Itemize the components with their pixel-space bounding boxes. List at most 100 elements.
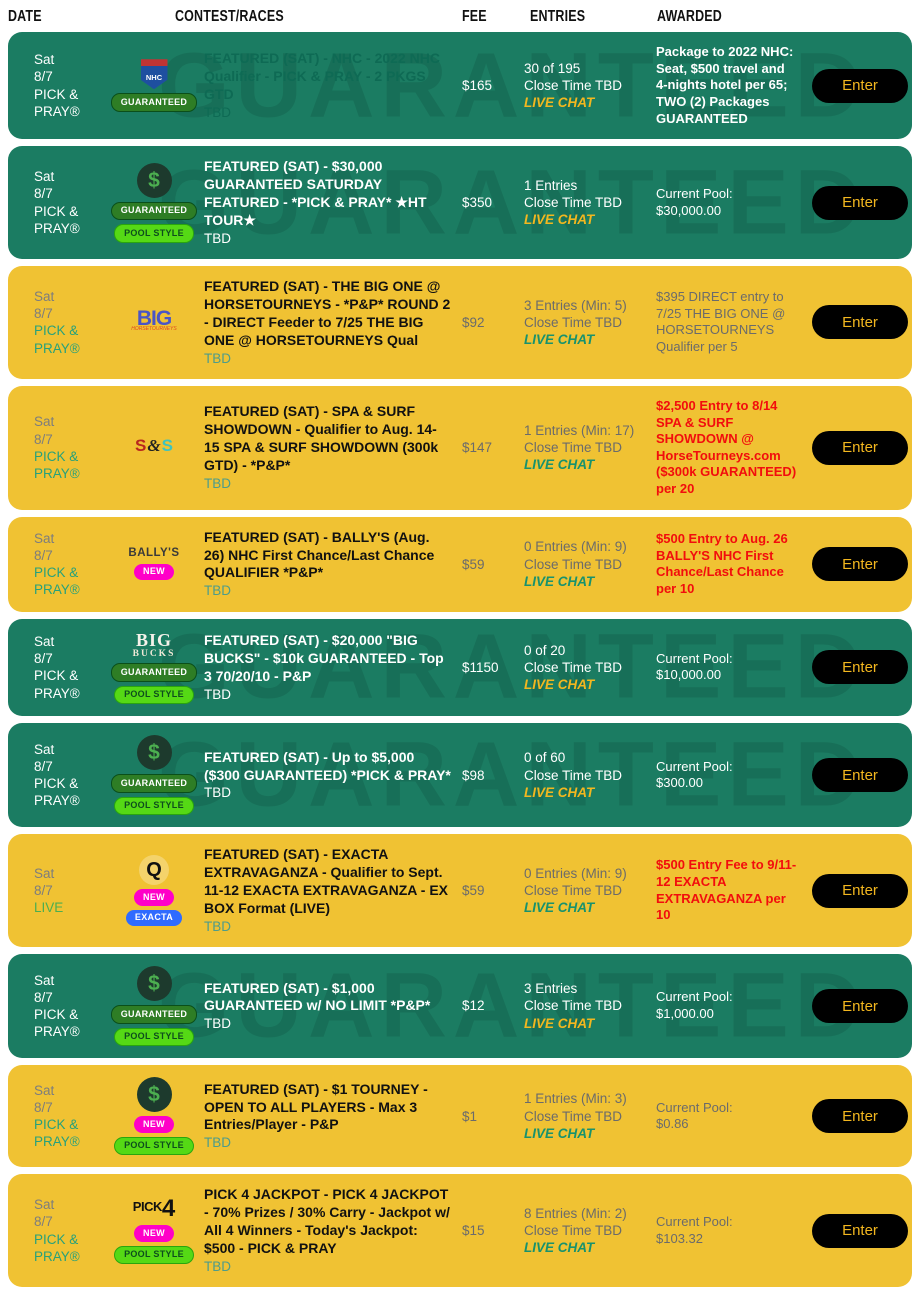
live-chat-link[interactable]: LIVE CHAT bbox=[524, 212, 595, 228]
close-time: Close Time TBD bbox=[524, 767, 623, 783]
date-day: Sat bbox=[34, 414, 55, 430]
entries-count: 1 Entries (Min: 3) bbox=[524, 1091, 627, 1107]
contest-title-link[interactable]: FEATURED (SAT) - BALLY'S (Aug. 26) NHC F… bbox=[204, 528, 435, 581]
contest-races-tbd: TBD bbox=[204, 1016, 231, 1032]
entries-count: 1 Entries bbox=[524, 177, 578, 193]
enter-button[interactable]: Enter bbox=[812, 1099, 908, 1134]
live-chat-link[interactable]: LIVE CHAT bbox=[524, 332, 595, 348]
enter-button[interactable]: Enter bbox=[812, 305, 908, 340]
q-logo-icon: Q bbox=[139, 855, 169, 886]
contest-title-link[interactable]: FEATURED (SAT) - THE BIG ONE @ HORSETOUR… bbox=[204, 278, 451, 348]
enter-button[interactable]: Enter bbox=[812, 873, 908, 908]
badge-new: NEW bbox=[134, 1225, 174, 1242]
entries-cell: 0 Entries (Min: 9) Close Time TBD LIVE C… bbox=[524, 538, 656, 590]
fee-value: $165 bbox=[462, 77, 493, 93]
awarded-text: $395 DIRECT entry to 7/25 THE BIG ONE @ … bbox=[656, 289, 786, 355]
contest-title-link[interactable]: PICK 4 JACKPOT - PICK 4 JACKPOT - 70% Pr… bbox=[204, 1186, 450, 1256]
button-cell: Enter bbox=[808, 758, 912, 793]
icon-cell: $ NEW POOL STYLE bbox=[104, 1077, 204, 1156]
live-chat-link[interactable]: LIVE CHAT bbox=[524, 1125, 595, 1141]
date-cell: Sat 8/7 LIVE bbox=[8, 865, 104, 917]
date-number: 8/7 bbox=[34, 758, 53, 774]
col-header-awarded: AWARDED bbox=[657, 8, 722, 25]
close-time: Close Time TBD bbox=[524, 1222, 623, 1238]
enter-button[interactable]: Enter bbox=[812, 68, 908, 103]
contest-races-tbd: TBD bbox=[204, 104, 231, 120]
live-chat-link[interactable]: LIVE CHAT bbox=[524, 573, 595, 589]
entries-count: 0 of 20 bbox=[524, 642, 566, 658]
entries-cell: 1 Entries (Min: 17) Close Time TBD LIVE … bbox=[524, 422, 656, 474]
date-number: 8/7 bbox=[34, 431, 53, 447]
live-chat-link[interactable]: LIVE CHAT bbox=[524, 1240, 595, 1256]
icon-cell: BIG BUCKS GUARANTEED POOL STYLE bbox=[104, 631, 204, 705]
sns-logo-icon: S & S bbox=[135, 436, 173, 456]
date-type: PICK & PRAY® bbox=[34, 1231, 80, 1264]
contest-title-link[interactable]: FEATURED (SAT) - $20,000 "BIG BUCKS" - $… bbox=[204, 631, 444, 684]
live-chat-link[interactable]: LIVE CHAT bbox=[524, 457, 595, 473]
badge-guaranteed: GUARANTEED bbox=[110, 1005, 198, 1024]
contest-title-link[interactable]: FEATURED (SAT) - Up to $5,000 ($300 GUAR… bbox=[204, 748, 451, 783]
enter-button[interactable]: Enter bbox=[812, 1213, 908, 1248]
awarded-text: Current Pool: $300.00 bbox=[656, 758, 733, 791]
button-cell: Enter bbox=[808, 1099, 912, 1134]
badge-pool-style: POOL STYLE bbox=[114, 685, 194, 705]
live-chat-link[interactable]: LIVE CHAT bbox=[524, 677, 595, 693]
contest-title-link[interactable]: FEATURED (SAT) - $1 TOURNEY - OPEN TO AL… bbox=[204, 1080, 428, 1133]
enter-button[interactable]: Enter bbox=[812, 547, 908, 582]
live-chat-link[interactable]: LIVE CHAT bbox=[524, 1015, 595, 1031]
awarded-text: $2,500 Entry to 8/14 SPA & SURF SHOWDOWN… bbox=[656, 397, 797, 497]
date-type: PICK & PRAY® bbox=[34, 1117, 80, 1150]
icon-cell: $ GUARANTEED POOL STYLE bbox=[104, 735, 204, 816]
button-cell: Enter bbox=[808, 305, 912, 340]
enter-button[interactable]: Enter bbox=[812, 989, 908, 1024]
contest-row: Sat 8/7 PICK & PRAY® PICK 4 NEW POOL STYLE… bbox=[8, 1174, 912, 1288]
badge-stack: GUARANTEED POOL STYLE bbox=[110, 201, 198, 243]
date-cell: Sat 8/7 PICK & PRAY® bbox=[8, 288, 104, 357]
contest-title-link[interactable]: FEATURED (SAT) - $30,000 GUARANTEED SATU… bbox=[204, 158, 427, 228]
enter-button[interactable]: Enter bbox=[812, 185, 908, 220]
title-cell: FEATURED (SAT) - NHC - 2022 NHC Qualifie… bbox=[204, 50, 462, 121]
contest-list: GUARANTEED Sat 8/7 PICK & PRAY® NHC GUAR… bbox=[8, 32, 912, 1288]
date-day: Sat bbox=[34, 972, 55, 988]
button-cell: Enter bbox=[808, 873, 912, 908]
entries-cell: 0 of 20 Close Time TBD LIVE CHAT bbox=[524, 642, 656, 694]
contest-row: GUARANTEED Sat 8/7 PICK & PRAY® $ GUARAN… bbox=[8, 146, 912, 260]
enter-button[interactable]: Enter bbox=[812, 430, 908, 465]
entries-count: 0 Entries (Min: 9) bbox=[524, 865, 627, 881]
button-cell: Enter bbox=[808, 650, 912, 685]
close-time: Close Time TBD bbox=[524, 314, 623, 330]
badge-stack: GUARANTEED POOL STYLE bbox=[110, 1005, 198, 1047]
live-chat-link[interactable]: LIVE CHAT bbox=[524, 784, 595, 800]
date-number: 8/7 bbox=[34, 883, 53, 899]
ballys-logo-icon: BALLY'S bbox=[128, 547, 180, 560]
contest-title-link[interactable]: FEATURED (SAT) - SPA & SURF SHOWDOWN - Q… bbox=[204, 403, 439, 474]
live-chat-link[interactable]: LIVE CHAT bbox=[524, 95, 595, 111]
enter-button[interactable]: Enter bbox=[812, 650, 908, 685]
date-type: PICK & PRAY® bbox=[34, 323, 80, 356]
badge-pool-style: POOL STYLE bbox=[114, 224, 194, 243]
icon-cell: NHC GUARANTEED bbox=[104, 59, 204, 112]
live-chat-link[interactable]: LIVE CHAT bbox=[524, 900, 595, 916]
dollar-logo-icon: $ bbox=[136, 735, 172, 771]
entries-count: 3 Entries (Min: 5) bbox=[524, 297, 627, 313]
enter-button[interactable]: Enter bbox=[812, 758, 908, 793]
pick4-logo-icon: PICK 4 bbox=[132, 1195, 176, 1223]
contest-title-link[interactable]: FEATURED (SAT) - $1,000 GUARANTEED w/ NO… bbox=[204, 979, 431, 1014]
awarded-text: Current Pool: $0.86 bbox=[656, 1099, 733, 1132]
title-cell: PICK 4 JACKPOT - PICK 4 JACKPOT - 70% Pr… bbox=[204, 1186, 462, 1275]
date-cell: Sat 8/7 PICK & PRAY® bbox=[8, 972, 104, 1041]
button-cell: Enter bbox=[808, 185, 912, 220]
date-number: 8/7 bbox=[34, 1214, 53, 1230]
contest-title-link[interactable]: FEATURED (SAT) - EXACTA EXTRAVAGANZA - Q… bbox=[204, 846, 449, 916]
date-day: Sat bbox=[34, 52, 55, 68]
badge-guaranteed: GUARANTEED bbox=[110, 774, 198, 793]
nhc-logo-icon: NHC bbox=[140, 59, 168, 90]
contest-races-tbd: TBD bbox=[204, 350, 231, 366]
date-cell: Sat 8/7 PICK & PRAY® bbox=[8, 51, 104, 120]
contest-title-link[interactable]: FEATURED (SAT) - NHC - 2022 NHC Qualifie… bbox=[204, 50, 440, 102]
contest-races-tbd: TBD bbox=[204, 686, 231, 702]
date-cell: Sat 8/7 PICK & PRAY® bbox=[8, 741, 104, 810]
contest-races-tbd: TBD bbox=[204, 583, 231, 599]
badge-stack: NEW POOL STYLE bbox=[114, 1225, 194, 1265]
date-day: Sat bbox=[34, 1082, 55, 1098]
